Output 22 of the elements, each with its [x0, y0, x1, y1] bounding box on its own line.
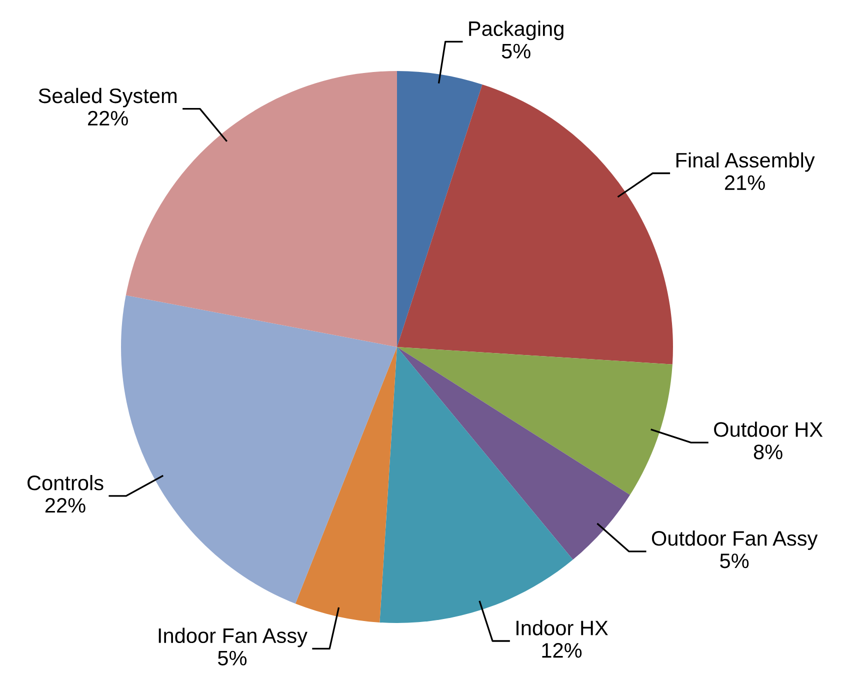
- slice-label: Packaging: [469, 20, 564, 40]
- pie-slice: [295, 347, 397, 622]
- pie-slice: [121, 295, 397, 604]
- slice-label: Indoor HX: [516, 620, 608, 636]
- pie-slice: [397, 347, 630, 560]
- slice-label: Outdoor HX: [714, 422, 823, 437]
- data-label: 22%: [88, 110, 128, 126]
- data-label: 12%: [542, 643, 582, 658]
- data-label: 5%: [720, 554, 749, 568]
- data-label: 5%: [218, 650, 247, 666]
- data-label: 8%: [754, 444, 782, 460]
- data-label: 5%: [502, 44, 530, 58]
- slice-label: Sealed System: [38, 88, 177, 108]
- slice-label: Final Assembly: [676, 152, 815, 172]
- data-label: 21%: [724, 175, 765, 190]
- slice-label: Indoor Fan Assy: [158, 628, 308, 648]
- pie-slice: [397, 347, 672, 495]
- data-label: 22%: [45, 498, 86, 513]
- slice-label: Controls: [28, 474, 104, 490]
- pie-slice: [397, 71, 482, 347]
- pie-slice: [397, 84, 673, 364]
- slice-label: Outdoor Fan Assy: [652, 530, 818, 550]
